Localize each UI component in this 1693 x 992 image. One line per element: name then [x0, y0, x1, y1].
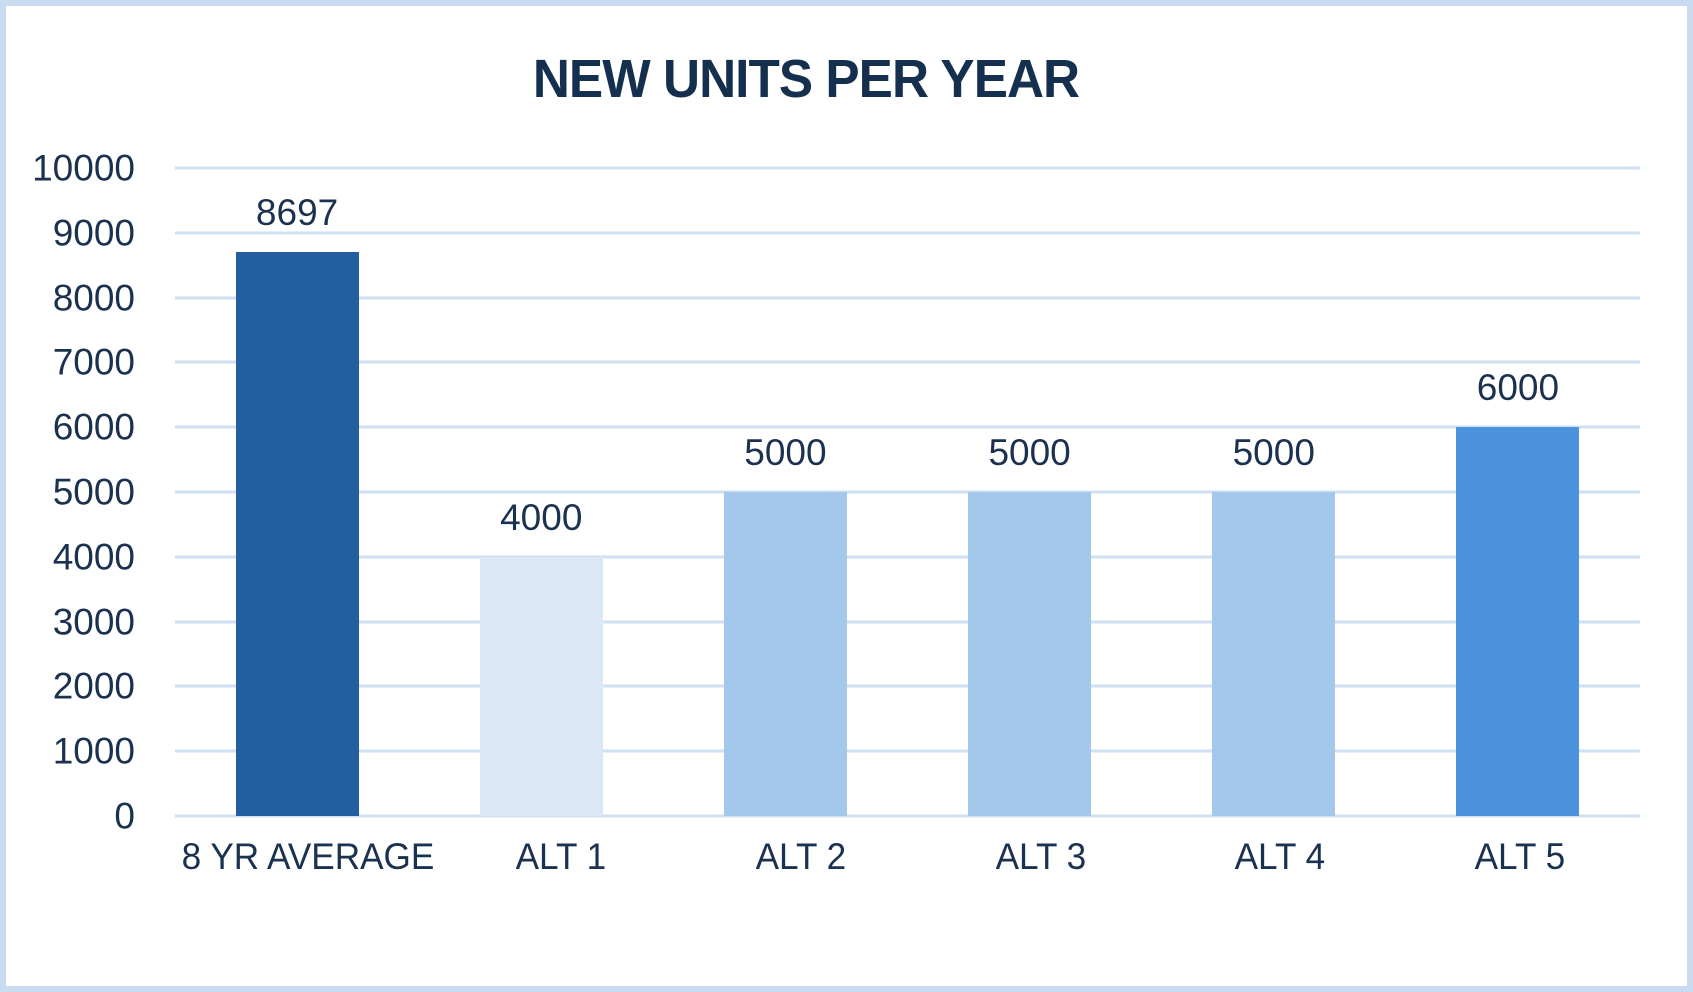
gridline-4000: [175, 555, 1640, 559]
bar-slot-8-yr-average: 8697: [175, 168, 419, 816]
bar-alt-4: [1212, 492, 1336, 816]
gridline-2000: [175, 684, 1640, 688]
bar-value-label-alt-5: 6000: [1476, 367, 1560, 409]
bar-slot-alt-4: 5000: [1152, 168, 1396, 816]
y-tick-label-9000: 9000: [52, 212, 135, 254]
y-tick-label-8000: 8000: [52, 277, 135, 319]
bar-slot-alt-2: 5000: [663, 168, 907, 816]
y-tick-label-1000: 1000: [52, 730, 135, 772]
bar-slot-alt-1: 4000: [419, 168, 663, 816]
y-tick-label-4000: 4000: [52, 536, 135, 578]
x-axis-labels: 8 YR AVERAGE ALT 1 ALT 2 ALT 3 ALT 4 ALT 5: [175, 838, 1640, 875]
x-axis-label-alt-2: ALT 2: [755, 836, 846, 877]
x-axis-label-alt-3: ALT 3: [995, 836, 1086, 877]
bar-alt-1: [479, 556, 603, 816]
gridline-5000: [175, 490, 1640, 494]
bar-slot-alt-5: 6000: [1396, 168, 1640, 816]
bar-value-label-8-yr-average: 8697: [255, 192, 339, 234]
y-tick-label-5000: 5000: [52, 471, 135, 513]
gridline-0: [175, 814, 1640, 818]
gridline-10000: [175, 166, 1640, 170]
x-axis-label-alt-1: ALT 1: [515, 836, 607, 877]
bar-value-label-alt-4: 5000: [1232, 432, 1315, 473]
y-tick-label-3000: 3000: [52, 601, 135, 643]
y-tick-label-7000: 7000: [52, 341, 135, 383]
bar-alt-3: [968, 492, 1092, 816]
x-axis-label-8-yr-average: 8 YR AVERAGE: [181, 836, 435, 877]
bar-value-label-alt-1: 4000: [500, 496, 583, 538]
gridline-3000: [175, 620, 1640, 624]
bar-alt-5: [1456, 427, 1580, 816]
gridline-9000: [175, 231, 1640, 235]
x-axis-label-alt-4: ALT 4: [1234, 836, 1326, 877]
plot-area: 0 1000 2000 3000 4000 5000 6000 7000 8000 9000 100…: [32, 150, 1640, 875]
y-tick-label-2000: 2000: [52, 665, 135, 707]
bar-8-yr-average: [235, 252, 359, 816]
bars-layer: 8697 4000 5000 5000 5000 6000: [175, 168, 1640, 816]
y-tick-label-6000: 6000: [52, 406, 135, 448]
y-tick-label-0: 0: [114, 795, 135, 837]
gridline-7000: [175, 360, 1640, 364]
bar-value-label-alt-2: 5000: [744, 432, 827, 473]
bar-slot-alt-3: 5000: [908, 168, 1152, 816]
gridline-6000: [175, 425, 1640, 429]
chart-title: NEW UNITS PER YEAR: [532, 49, 1080, 109]
bar-alt-2: [723, 492, 847, 816]
x-axis-label-alt-5: ALT 5: [1474, 836, 1566, 877]
gridline-8000: [175, 296, 1640, 300]
y-tick-label-10000: 10000: [32, 147, 135, 189]
gridline-1000: [175, 749, 1640, 753]
bar-value-label-alt-3: 5000: [988, 432, 1071, 473]
